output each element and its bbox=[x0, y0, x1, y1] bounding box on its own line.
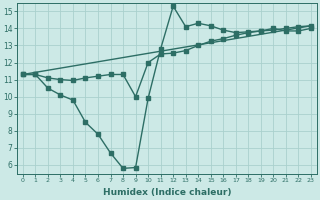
X-axis label: Humidex (Indice chaleur): Humidex (Indice chaleur) bbox=[103, 188, 231, 197]
